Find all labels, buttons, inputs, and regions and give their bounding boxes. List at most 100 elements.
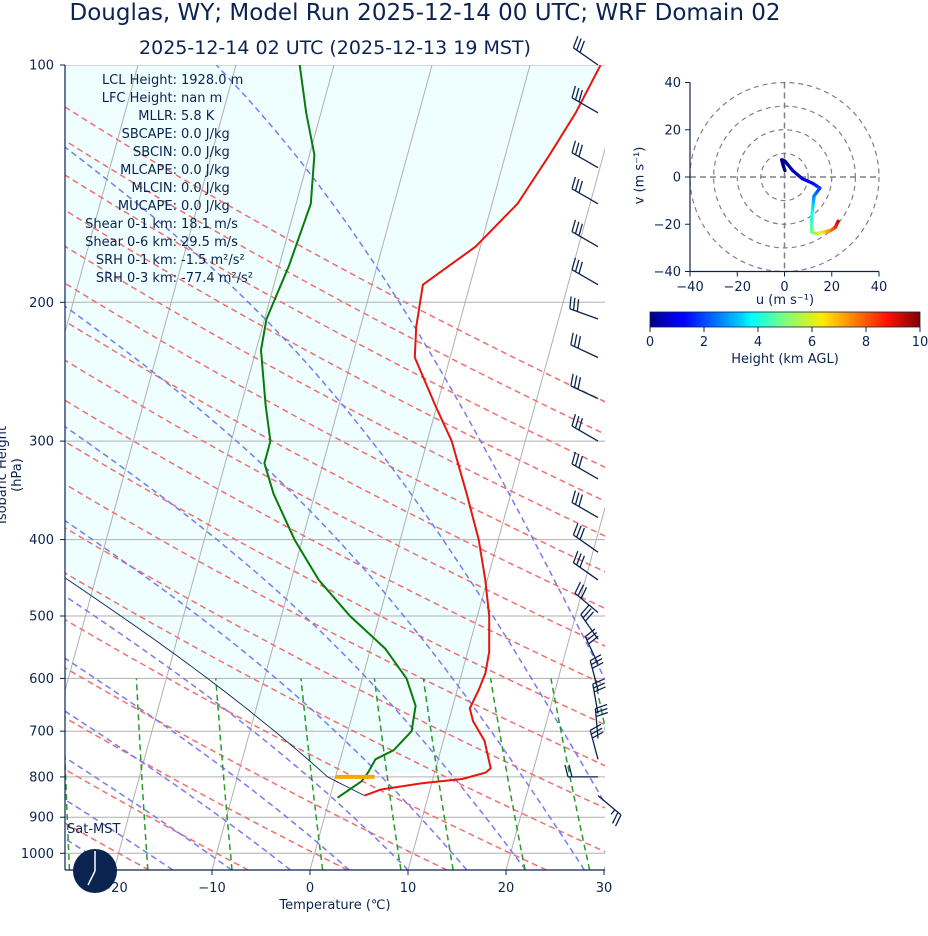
barb-shaft: [580, 614, 599, 640]
isotherm-line: [65, 65, 237, 693]
mixing-ratio-lines: [65, 678, 605, 870]
barb-full: [576, 525, 582, 538]
wind-barbs: [564, 36, 622, 827]
hodo-x-tick-label: 40: [871, 280, 888, 295]
hodo-y-tick-label: 20: [664, 123, 681, 138]
wind-barb: [574, 581, 599, 614]
stat-row: MLCIN: 0.0 J/kg: [60, 180, 260, 198]
stat-row: MLCAPE: 0.0 J/kg: [60, 162, 260, 180]
barb-full: [574, 142, 580, 155]
hodo-y-tick-label: −20: [654, 218, 681, 233]
stat-label: SRH 0-1 km:: [95, 253, 177, 268]
barb-full: [568, 764, 573, 778]
stat-row: LCL Height: 1928.0 m: [60, 72, 260, 90]
hodo-x-tick-label: 20: [823, 280, 840, 295]
hodo-y-tick-label: −40: [654, 265, 681, 280]
stat-value: 0.0 J/kg: [181, 163, 230, 178]
barb-full: [586, 631, 598, 641]
x-tick-label: 30: [596, 881, 613, 896]
cape-shading: [65, 65, 601, 773]
barb-full: [578, 180, 583, 193]
wind-barb: [564, 764, 598, 778]
isotherm-line: [407, 147, 605, 870]
hodo-x-tick-label: 0: [780, 280, 788, 295]
barb-shaft: [571, 425, 599, 442]
hodograph-x-label: u (m s⁻¹): [755, 293, 815, 308]
colorbar-label: Height (km AGL): [731, 352, 839, 367]
wind-barb: [571, 414, 599, 442]
barb-full: [574, 221, 580, 234]
y-tick-label: 900: [29, 811, 54, 826]
stat-value: 0.0 J/kg: [181, 145, 230, 160]
stat-row: SRH 0-3 km: -77.4 m²/s²: [60, 270, 260, 288]
barb-full: [572, 297, 576, 311]
stat-value: nan m: [181, 91, 223, 106]
dry-adiabat: [65, 618, 547, 870]
wind-barb: [571, 219, 599, 248]
wind-barb: [589, 723, 604, 760]
mixing-ratio-line: [135, 678, 149, 870]
barb-full: [574, 492, 580, 505]
barb-full: [593, 682, 606, 689]
wind-barb: [580, 604, 599, 640]
hodograph: −40 −20 0 20 40 40 20 0 −20 −40: [654, 76, 888, 295]
stat-label: MUCAPE:: [117, 199, 177, 214]
barb-full: [580, 604, 590, 616]
barb-full: [571, 451, 577, 465]
mixing-ratio-line: [594, 678, 605, 732]
stat-label: MLCIN:: [131, 181, 177, 196]
barb-full: [574, 87, 580, 101]
wind-barb: [570, 373, 599, 400]
chart-subtitle: 2025-12-14 02 UTC (2025-12-13 19 MST): [139, 37, 531, 59]
y-tick-label: 600: [29, 672, 54, 687]
barb-full: [578, 261, 583, 274]
chart-title: Douglas, WY; Model Run 2025-12-14 00 UTC…: [69, 0, 781, 26]
barb-full: [571, 85, 577, 99]
x-tick-label: 10: [400, 881, 417, 896]
barb-full: [593, 686, 606, 693]
moist-adiabat: [65, 519, 468, 870]
barb-full: [571, 140, 577, 153]
barb-full: [578, 89, 583, 103]
barb-shaft: [570, 344, 599, 359]
barb-shaft: [571, 501, 599, 519]
barb-shaft: [571, 463, 599, 480]
wind-barb: [571, 85, 599, 114]
dry-adiabat: [65, 440, 605, 726]
barb-full: [595, 711, 608, 718]
barb-full: [573, 375, 578, 388]
stat-value: 29.5 m/s: [181, 235, 238, 250]
stat-value: 18.1 m/s: [181, 217, 238, 232]
barb-full: [611, 812, 619, 824]
day-timezone-label: Sat-MST: [67, 822, 121, 837]
barb-shaft: [573, 562, 599, 581]
barb-full: [571, 176, 577, 189]
colorbar-tick-label: 2: [700, 335, 708, 350]
barb-full: [584, 611, 594, 622]
barb-full: [591, 661, 604, 669]
wind-barb: [594, 703, 608, 739]
barb-shaft: [592, 683, 599, 714]
barb-full: [595, 703, 608, 710]
wind-barb: [597, 795, 622, 827]
barb-full: [578, 144, 583, 157]
barb-shaft: [573, 534, 599, 553]
moist-adiabat: [65, 305, 586, 870]
moist-adiabat: [65, 710, 291, 870]
barb-shaft: [569, 308, 599, 320]
barb-full: [572, 550, 579, 563]
dry-adiabats: [65, 106, 605, 870]
stat-label: SBCIN:: [133, 145, 177, 160]
dry-adiabat: [65, 526, 605, 809]
barb-shaft: [597, 795, 622, 816]
wind-barb: [571, 451, 599, 480]
barb-shaft: [570, 385, 599, 400]
hodo-y-tick-label: 0: [673, 171, 681, 186]
moist-adiabat: [65, 798, 174, 870]
barb-shaft: [571, 231, 599, 248]
barb-full: [578, 223, 583, 236]
barb-shaft: [589, 660, 599, 690]
mixing-ratio-line: [215, 678, 233, 870]
dry-adiabat: [65, 399, 605, 686]
